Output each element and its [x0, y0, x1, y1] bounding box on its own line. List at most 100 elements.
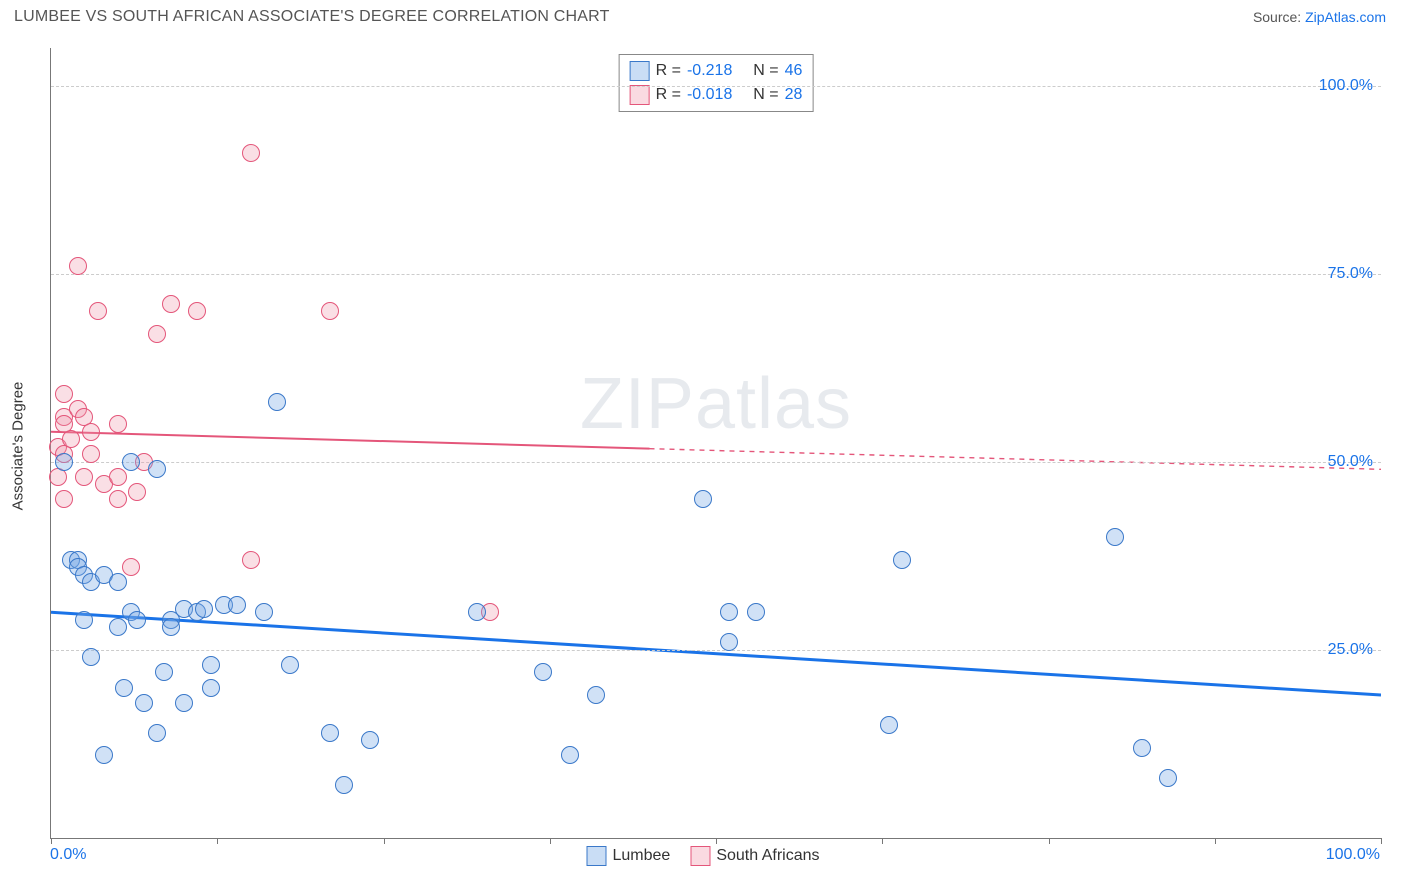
- data-point: [195, 600, 213, 618]
- data-point: [335, 776, 353, 794]
- y-tick-label: 25.0%: [1328, 641, 1373, 659]
- stats-legend: R = -0.218 N = 46 R = -0.018 N = 28: [619, 54, 814, 112]
- swatch-icon: [630, 85, 650, 105]
- x-tick: [1215, 838, 1216, 844]
- data-point: [188, 302, 206, 320]
- data-point: [1133, 739, 1151, 757]
- data-point: [89, 302, 107, 320]
- data-point: [1106, 528, 1124, 546]
- n-label: N =: [753, 59, 778, 83]
- data-point: [1159, 769, 1177, 787]
- source-attribution: Source: ZipAtlas.com: [1253, 9, 1386, 25]
- data-point: [893, 551, 911, 569]
- data-point: [534, 663, 552, 681]
- watermark-zip: ZIP: [580, 364, 695, 444]
- data-point: [155, 663, 173, 681]
- chart-title: LUMBEE VS SOUTH AFRICAN ASSOCIATE'S DEGR…: [14, 8, 610, 26]
- data-point: [242, 144, 260, 162]
- data-point: [747, 603, 765, 621]
- data-point: [242, 551, 260, 569]
- y-tick-label: 100.0%: [1319, 77, 1373, 95]
- data-point: [55, 453, 73, 471]
- r-value: -0.218: [687, 59, 732, 83]
- data-point: [109, 468, 127, 486]
- gridline: [51, 462, 1381, 463]
- series-legend: Lumbee South Africans: [587, 846, 820, 866]
- data-point: [128, 611, 146, 629]
- data-point: [587, 686, 605, 704]
- y-tick-label: 50.0%: [1328, 453, 1373, 471]
- gridline: [51, 650, 1381, 651]
- watermark-atlas: atlas: [695, 364, 852, 444]
- data-point: [82, 423, 100, 441]
- x-axis-max-label: 100.0%: [1326, 846, 1380, 864]
- data-point: [321, 302, 339, 320]
- gridline: [51, 86, 1381, 87]
- data-point: [255, 603, 273, 621]
- data-point: [135, 694, 153, 712]
- data-point: [95, 746, 113, 764]
- gridline: [51, 274, 1381, 275]
- data-point: [268, 393, 286, 411]
- legend-item-lumbee: Lumbee: [587, 846, 671, 866]
- legend-label: Lumbee: [613, 847, 671, 865]
- x-tick: [550, 838, 551, 844]
- data-point: [75, 468, 93, 486]
- x-tick: [384, 838, 385, 844]
- swatch-icon: [587, 846, 607, 866]
- data-point: [109, 490, 127, 508]
- data-point: [128, 483, 146, 501]
- data-point: [694, 490, 712, 508]
- legend-label: South Africans: [716, 847, 819, 865]
- data-point: [62, 430, 80, 448]
- watermark: ZIPatlas: [580, 363, 852, 445]
- scatter-chart: ZIPatlas R = -0.218 N = 46 R = -0.018 N …: [50, 48, 1381, 839]
- swatch-icon: [630, 61, 650, 81]
- data-point: [321, 724, 339, 742]
- trend-lines: [51, 48, 1381, 838]
- data-point: [148, 325, 166, 343]
- r-label: R =: [656, 59, 681, 83]
- data-point: [69, 257, 87, 275]
- source-link[interactable]: ZipAtlas.com: [1305, 9, 1386, 25]
- data-point: [162, 618, 180, 636]
- stats-row-lumbee: R = -0.218 N = 46: [630, 59, 803, 83]
- legend-item-sa: South Africans: [690, 846, 819, 866]
- data-point: [228, 596, 246, 614]
- source-prefix: Source:: [1253, 9, 1305, 25]
- data-point: [82, 648, 100, 666]
- data-point: [202, 656, 220, 674]
- data-point: [720, 603, 738, 621]
- data-point: [115, 679, 133, 697]
- chart-header: LUMBEE VS SOUTH AFRICAN ASSOCIATE'S DEGR…: [0, 0, 1406, 30]
- data-point: [175, 694, 193, 712]
- data-point: [361, 731, 379, 749]
- swatch-icon: [690, 846, 710, 866]
- data-point: [75, 611, 93, 629]
- x-tick: [1381, 838, 1382, 844]
- data-point: [109, 573, 127, 591]
- data-point: [122, 453, 140, 471]
- data-point: [202, 679, 220, 697]
- data-point: [55, 490, 73, 508]
- data-point: [55, 385, 73, 403]
- data-point: [122, 558, 140, 576]
- x-axis-min-label: 0.0%: [50, 846, 86, 864]
- x-tick: [1049, 838, 1050, 844]
- data-point: [109, 415, 127, 433]
- x-tick: [882, 838, 883, 844]
- data-point: [148, 460, 166, 478]
- data-point: [561, 746, 579, 764]
- n-value: 46: [785, 59, 803, 83]
- data-point: [109, 618, 127, 636]
- x-tick: [716, 838, 717, 844]
- data-point: [82, 445, 100, 463]
- x-tick: [217, 838, 218, 844]
- y-axis-label: Associate's Degree: [10, 382, 27, 511]
- data-point: [720, 633, 738, 651]
- data-point: [162, 295, 180, 313]
- data-point: [148, 724, 166, 742]
- data-point: [468, 603, 486, 621]
- data-point: [281, 656, 299, 674]
- data-point: [880, 716, 898, 734]
